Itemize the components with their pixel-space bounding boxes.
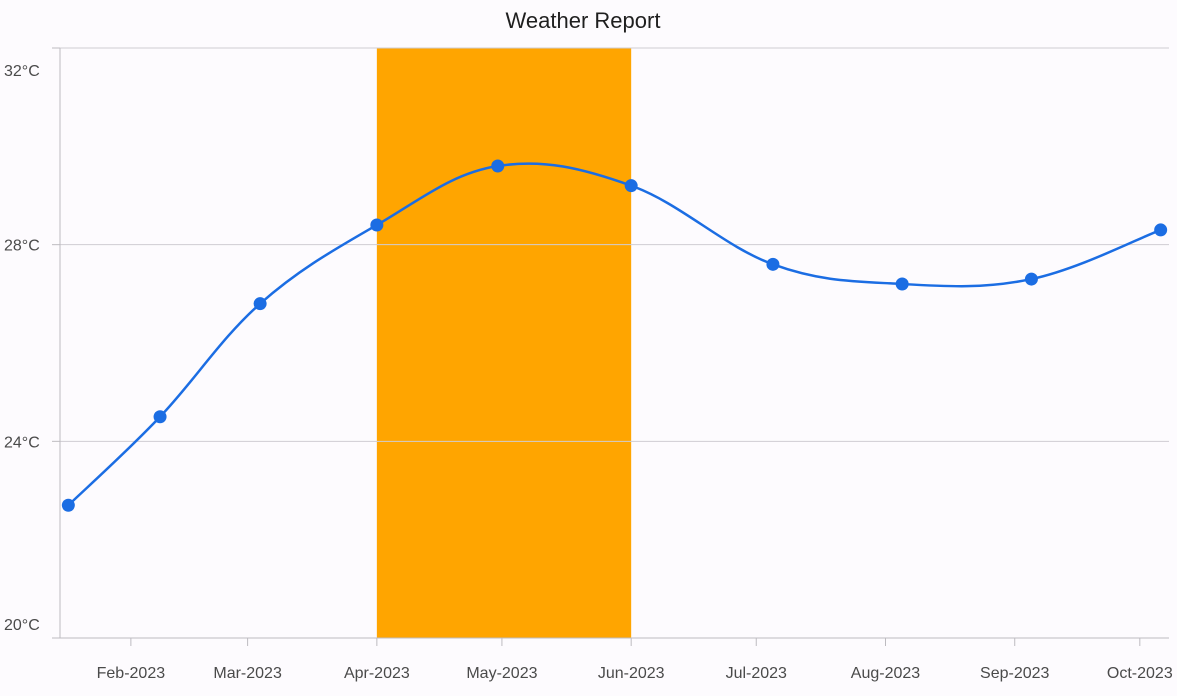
x-tick-label: May-2023 — [466, 665, 537, 682]
data-point — [1024, 272, 1038, 286]
chart-title: Weather Report — [506, 8, 661, 33]
x-tick-label: Aug-2023 — [851, 665, 920, 682]
x-tick-label: Jun-2023 — [598, 665, 665, 682]
data-point — [1154, 223, 1168, 237]
data-point — [895, 277, 909, 291]
x-tick-label: Jul-2023 — [726, 665, 787, 682]
x-tick-label: Oct-2023 — [1107, 665, 1173, 682]
data-point — [253, 297, 267, 311]
data-point — [491, 159, 505, 173]
y-tick-label: 32°C — [4, 63, 40, 80]
highlight-band — [376, 48, 632, 638]
series-line — [67, 162, 1162, 507]
data-point — [153, 410, 167, 424]
highlight-band-layer — [376, 48, 632, 638]
data-point — [624, 179, 638, 193]
data-point — [61, 498, 75, 512]
x-tick-label: Apr-2023 — [344, 665, 410, 682]
y-tick-label: 24°C — [4, 434, 40, 451]
data-point — [370, 218, 384, 232]
series-layer — [61, 159, 1168, 512]
x-tick-label: Mar-2023 — [213, 665, 282, 682]
axis-layer: 20°C 24°C 28°C 32°C Feb-2023 Mar-2023 Apr-2023… — [4, 47, 1173, 682]
data-point — [766, 257, 780, 271]
x-tick-label: Feb-2023 — [97, 665, 166, 682]
y-tick-label: 28°C — [4, 238, 40, 255]
x-tick-label: Sep-2023 — [980, 665, 1049, 682]
y-tick-label: 20°C — [4, 617, 40, 634]
